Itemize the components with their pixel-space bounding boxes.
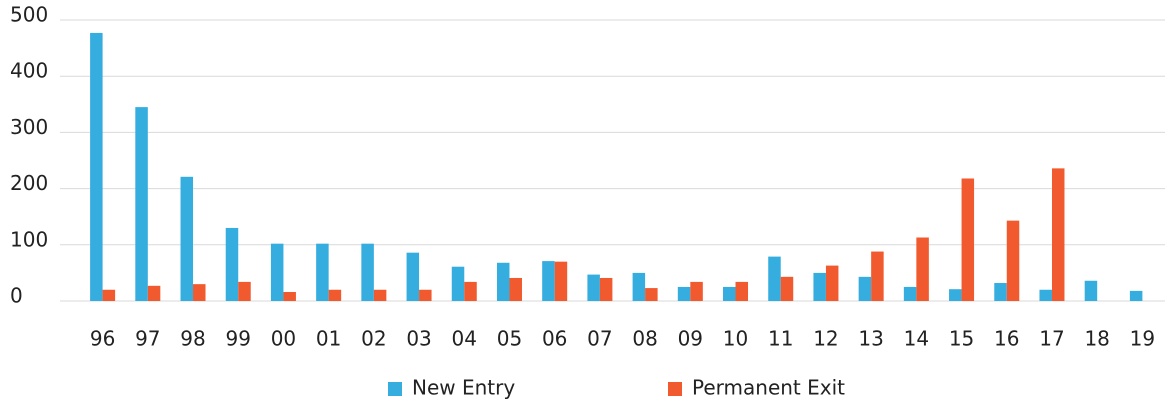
x-tick-label: 10	[723, 327, 748, 351]
y-tick-label: 300	[10, 115, 48, 139]
bar	[509, 277, 522, 301]
bar	[645, 288, 658, 301]
y-tick-label: 0	[10, 284, 23, 308]
bar	[1039, 289, 1052, 301]
x-tick-label: 06	[542, 327, 567, 351]
x-tick-label: 98	[180, 327, 205, 351]
bar	[554, 261, 568, 301]
bar	[813, 272, 826, 301]
x-tick-label: 08	[632, 327, 657, 351]
bar	[587, 274, 600, 301]
bar	[542, 261, 555, 301]
x-tick-label: 00	[271, 327, 296, 351]
bar	[451, 266, 465, 301]
bar	[147, 285, 161, 301]
bar	[599, 277, 613, 301]
bar	[316, 243, 329, 301]
x-tick-label: 14	[904, 327, 929, 351]
bar	[632, 272, 646, 301]
y-tick-label: 500	[10, 3, 48, 27]
x-tick-label: 97	[135, 327, 160, 351]
bar	[1129, 290, 1143, 301]
x-tick-label: 19	[1130, 327, 1155, 351]
bar	[90, 32, 103, 302]
y-tick-label: 400	[10, 59, 48, 83]
x-tick-label: 01	[316, 327, 341, 351]
x-tick-label: 13	[858, 327, 883, 351]
x-tick-label: 17	[1039, 327, 1064, 351]
bar	[858, 276, 872, 301]
x-tick-label: 15	[949, 327, 974, 351]
x-tick-label: 12	[813, 327, 838, 351]
bar	[406, 252, 420, 301]
x-tick-label: 04	[452, 327, 477, 351]
bar	[916, 237, 929, 301]
bar	[496, 262, 510, 301]
legend-label: Permanent Exit	[692, 376, 845, 400]
x-tick-label: 16	[994, 327, 1019, 351]
bar	[949, 289, 962, 301]
bar	[903, 286, 917, 301]
bar	[328, 289, 342, 301]
y-tick-label: 100	[10, 227, 48, 251]
bar	[677, 286, 691, 301]
bar	[238, 281, 251, 301]
bar	[135, 107, 148, 301]
legend-swatch	[668, 382, 682, 396]
bar	[768, 256, 781, 301]
bar	[270, 243, 284, 301]
bar	[373, 289, 387, 301]
bar	[419, 289, 432, 301]
bar	[723, 286, 736, 301]
x-tick-label: 99	[226, 327, 251, 351]
bar	[1084, 280, 1098, 301]
x-tick-label: 03	[406, 327, 431, 351]
y-tick-label: 200	[10, 171, 48, 195]
bar	[871, 251, 884, 301]
x-tick-label: 07	[587, 327, 612, 351]
bar	[735, 281, 749, 301]
bar	[961, 178, 975, 301]
x-tick-label: 96	[90, 327, 115, 351]
x-tick-label: 02	[361, 327, 386, 351]
x-tick-label: 09	[678, 327, 703, 351]
x-tick-label: 05	[497, 327, 522, 351]
legend-label: New Entry	[412, 376, 515, 400]
bar	[225, 227, 239, 301]
bar	[994, 283, 1007, 301]
bar	[690, 281, 703, 301]
bar	[1006, 220, 1020, 301]
bar	[361, 243, 374, 301]
bar	[193, 284, 206, 301]
bar	[825, 265, 839, 301]
bar	[464, 281, 477, 301]
bar	[283, 292, 296, 301]
bar	[180, 176, 194, 301]
bar	[102, 289, 116, 301]
bar	[780, 276, 794, 301]
bar	[1051, 168, 1065, 301]
legend-swatch	[388, 382, 402, 396]
x-tick-label: 11	[768, 327, 793, 351]
x-tick-label: 18	[1084, 327, 1109, 351]
